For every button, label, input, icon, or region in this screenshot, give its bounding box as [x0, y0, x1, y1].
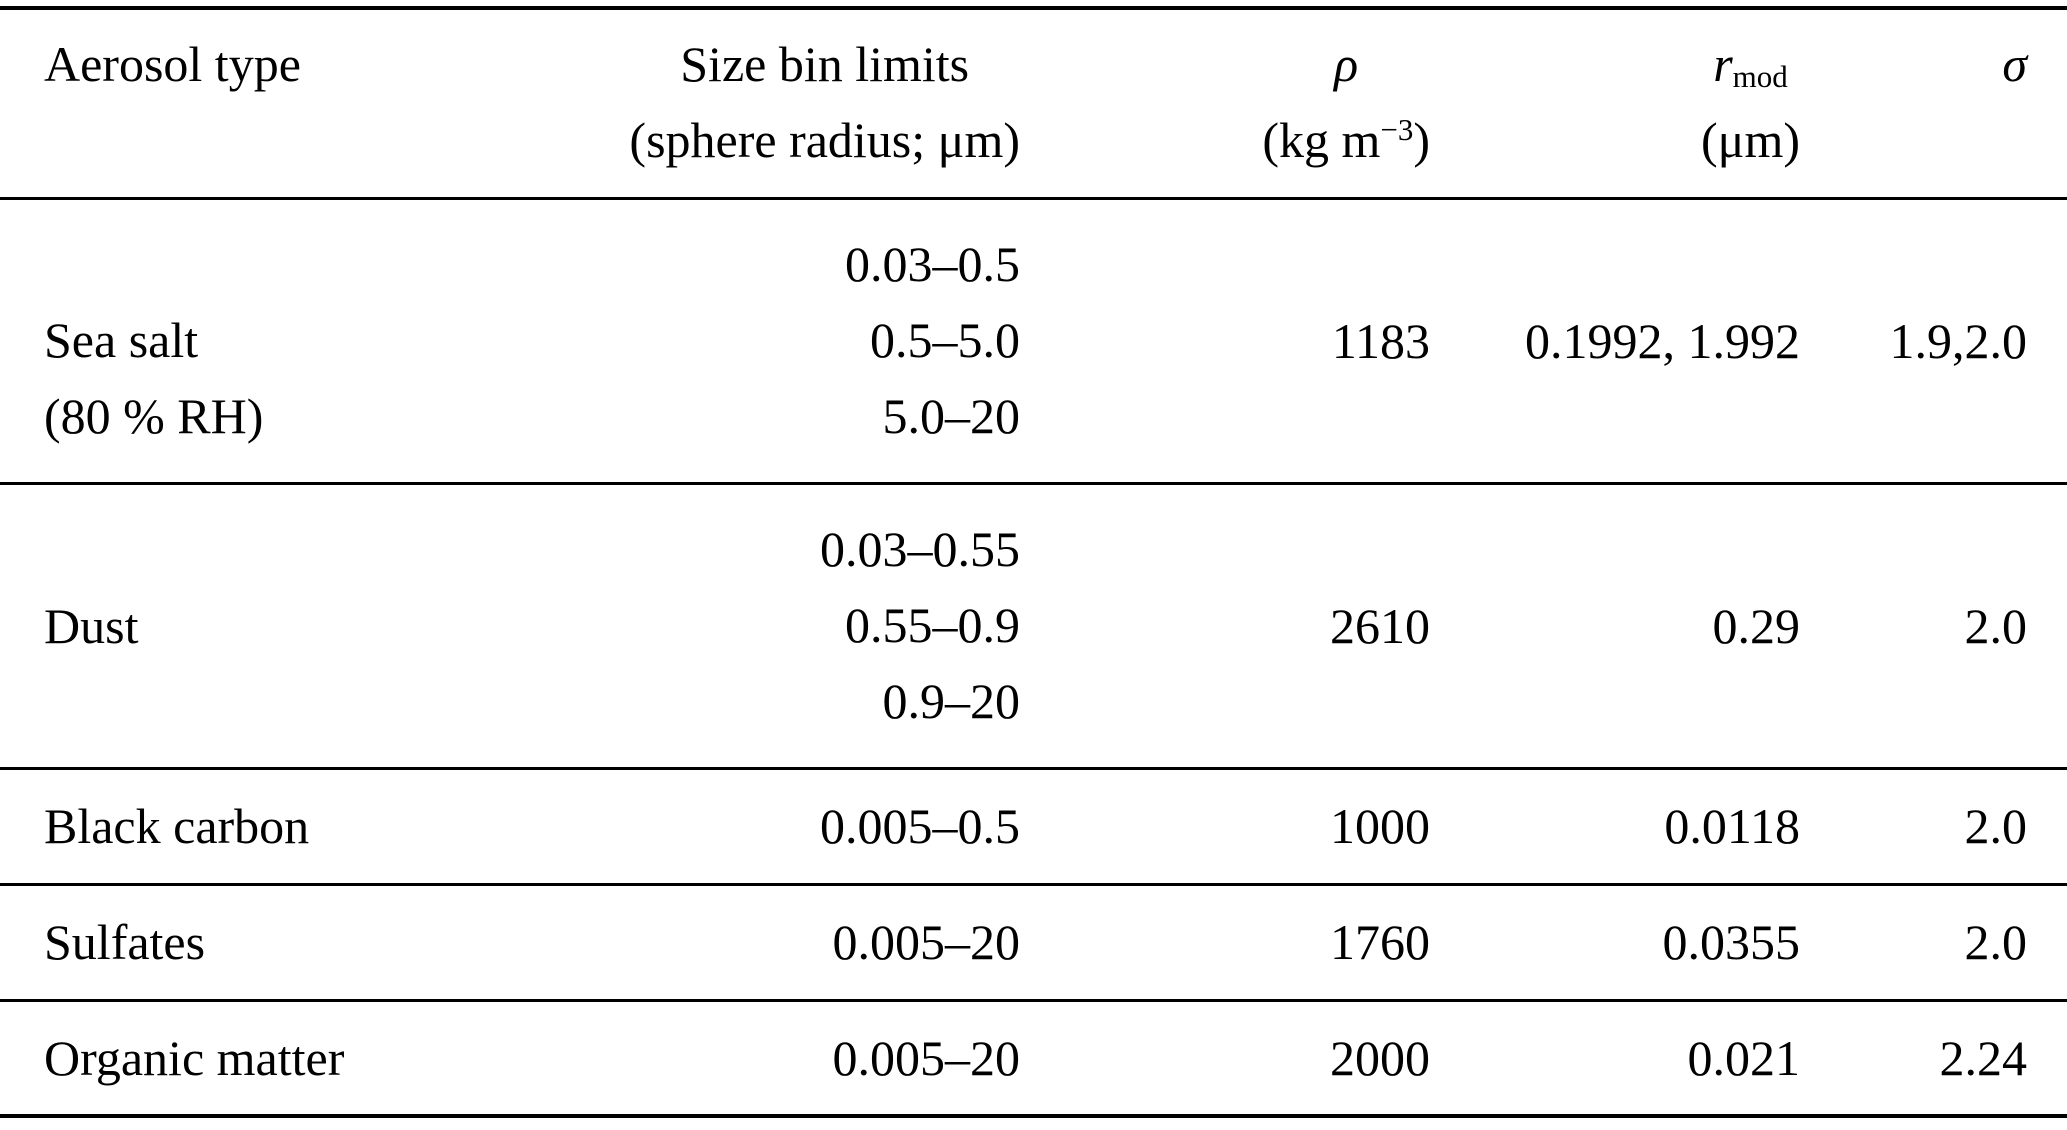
- bin-value: 0.03–0.5: [845, 235, 1020, 292]
- rho-symbol: ρ: [1334, 36, 1359, 92]
- cell-sigma: 1.9,2.0: [1889, 312, 2028, 369]
- cell-size-bins: 0.005–0.5: [820, 798, 1020, 854]
- aerosol-properties-table: Aerosol type Size bin limits (sphere rad…: [0, 6, 2067, 1118]
- rmod-symbol-base: r: [1713, 36, 1733, 92]
- sigma-symbol: σ: [2002, 36, 2027, 92]
- row-organic-matter: Organic matter 0.005–20 2000 0.021 2.24: [0, 1000, 2067, 1116]
- rmod-symbol: rmod: [1701, 26, 1800, 102]
- header-cell-density: ρ (kg m−3): [1020, 8, 1430, 198]
- cell-size-bins: 0.03–0.55 0.55–0.9 0.9–20: [500, 483, 1020, 768]
- rmod-symbol-subscript: mod: [1732, 58, 1788, 94]
- cell-sigma: 2.0: [1964, 914, 2028, 970]
- cell-aerosol-name: Dust: [0, 483, 500, 768]
- cell-density: 2000: [1330, 1029, 1430, 1086]
- rmod-header-stack: rmod (μm): [1701, 26, 1800, 178]
- row-sea-salt: Sea salt (80 % RH) 0.03–0.5 0.5–5.0 5.0–…: [0, 198, 2067, 483]
- header-cell-aerosol-type: Aerosol type: [0, 8, 500, 198]
- row-sulfates: Sulfates 0.005–20 1760 0.0355 2.0: [0, 884, 2067, 1000]
- cell-sigma: 2.0: [1964, 597, 2028, 654]
- aerosol-name-line: Dust: [44, 597, 139, 654]
- cell-rmod: 0.0355: [1662, 914, 1801, 970]
- density-unit-exponent: −3: [1380, 111, 1414, 147]
- cell-density: 1183: [1331, 312, 1430, 369]
- cell-density: 1000: [1330, 798, 1430, 854]
- bin-value: 0.5–5.0: [870, 311, 1020, 368]
- cell-density: 1760: [1330, 914, 1430, 970]
- bin-value: 0.55–0.9: [845, 596, 1020, 653]
- cell-aerosol-name: Organic matter: [44, 1029, 345, 1086]
- rmod-unit: (μm): [1701, 112, 1800, 168]
- header-cell-rmod: rmod (μm): [1430, 8, 1800, 198]
- cell-aerosol-name: Sulfates: [44, 914, 206, 970]
- aerosol-type-header-label: Aerosol type: [44, 36, 301, 92]
- cell-rmod: 0.021: [1687, 1029, 1801, 1086]
- density-unit: (kg m−3): [1262, 102, 1430, 178]
- cell-density: 2610: [1330, 597, 1430, 654]
- bin-value: 5.0–20: [882, 387, 1021, 444]
- row-dust: Dust 0.03–0.55 0.55–0.9 0.9–20 2610 0.29…: [0, 483, 2067, 768]
- cell-size-bins: 0.03–0.5 0.5–5.0 5.0–20: [500, 198, 1020, 483]
- size-bins-header-title: Size bin limits: [680, 36, 970, 92]
- cell-sigma: 2.0: [1964, 798, 2028, 854]
- cell-size-bins: 0.005–20: [832, 914, 1021, 970]
- bin-value: 0.9–20: [882, 672, 1021, 729]
- cell-aerosol-name: Black carbon: [44, 798, 310, 854]
- aerosol-name-line: (80 % RH): [44, 387, 264, 444]
- cell-rmod: 0.29: [1712, 597, 1801, 654]
- aerosol-name-line: Sea salt: [44, 311, 199, 368]
- density-unit-close: ): [1413, 112, 1430, 168]
- header-cell-sigma: σ: [1800, 8, 2067, 198]
- row-black-carbon: Black carbon 0.005–0.5 1000 0.0118 2.0: [0, 768, 2067, 884]
- density-unit-open: (kg m: [1262, 112, 1381, 168]
- header-cell-size-bins: Size bin limits (sphere radius; μm): [500, 8, 1020, 198]
- density-header-stack: ρ (kg m−3): [1262, 26, 1430, 178]
- bin-value: 0.03–0.55: [820, 520, 1020, 577]
- header-row: Aerosol type Size bin limits (sphere rad…: [0, 8, 2067, 198]
- size-bins-header-unit: (sphere radius; μm): [629, 112, 1020, 168]
- cell-aerosol-name: Sea salt (80 % RH): [0, 198, 500, 483]
- cell-size-bins: 0.005–20: [832, 1029, 1021, 1086]
- cell-rmod: 0.1992, 1.992: [1525, 312, 1800, 369]
- size-bins-header-stack: Size bin limits (sphere radius; μm): [629, 26, 1020, 178]
- cell-rmod: 0.0118: [1664, 798, 1800, 854]
- cell-sigma: 2.24: [1939, 1029, 2028, 1086]
